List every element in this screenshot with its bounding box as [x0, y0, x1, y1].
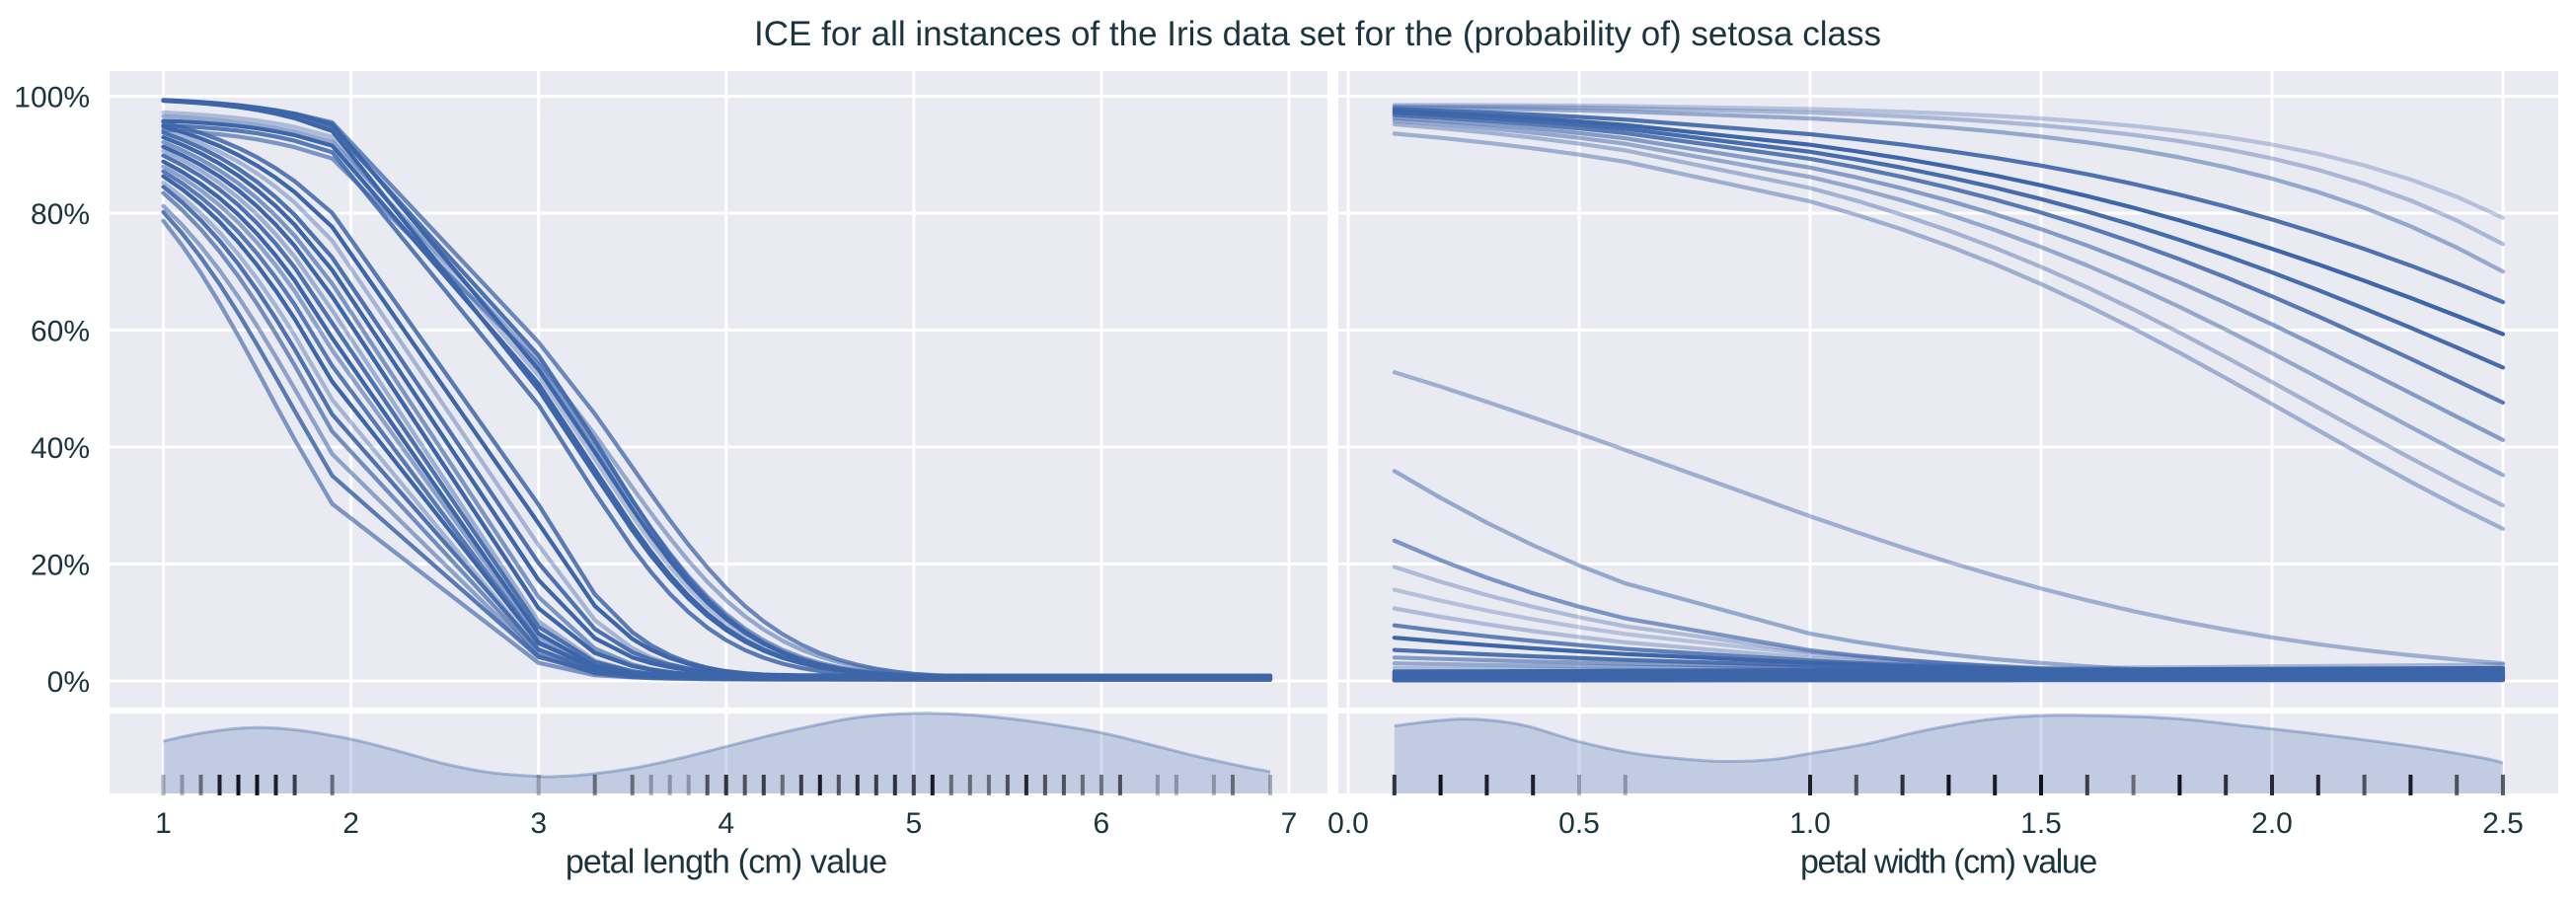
svg-text:ICE for all instances of the I: ICE for all instances of the Iris data s… — [754, 15, 1881, 53]
svg-text:petal width (cm) value: petal width (cm) value — [1800, 844, 2096, 881]
svg-text:0.0: 0.0 — [1327, 807, 1369, 840]
svg-text:3: 3 — [530, 807, 547, 840]
svg-text:0.5: 0.5 — [1558, 807, 1600, 840]
svg-text:1.5: 1.5 — [2020, 807, 2062, 840]
svg-text:0%: 0% — [47, 666, 90, 699]
svg-text:40%: 40% — [31, 432, 90, 465]
svg-text:60%: 60% — [31, 315, 90, 347]
svg-text:6: 6 — [1094, 807, 1110, 840]
svg-text:2.5: 2.5 — [2482, 807, 2524, 840]
svg-text:2: 2 — [342, 807, 359, 840]
svg-text:80%: 80% — [31, 198, 90, 231]
svg-text:20%: 20% — [31, 549, 90, 581]
svg-text:4: 4 — [718, 807, 734, 840]
svg-text:100%: 100% — [14, 81, 90, 113]
svg-text:petal length (cm) value: petal length (cm) value — [566, 844, 887, 881]
svg-text:2.0: 2.0 — [2251, 807, 2293, 840]
svg-text:7: 7 — [1281, 807, 1298, 840]
svg-text:5: 5 — [905, 807, 922, 840]
svg-text:1.0: 1.0 — [1789, 807, 1831, 840]
svg-text:1: 1 — [155, 807, 172, 840]
